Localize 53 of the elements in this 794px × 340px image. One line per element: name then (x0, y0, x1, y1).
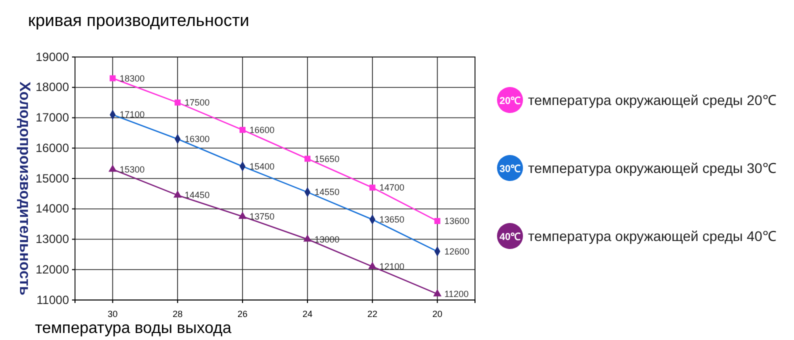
point (304, 156, 310, 162)
text: 30℃ (499, 164, 521, 175)
text: 40℃ (499, 232, 521, 243)
data-label: 11200 (444, 288, 469, 299)
point (240, 126, 246, 133)
x-tick-label: 30 (108, 308, 118, 319)
y-tick-label: 18000 (36, 80, 70, 94)
y-tick-label: 16000 (36, 140, 70, 155)
legend-label: температура окружающей среды 40℃ (528, 228, 776, 244)
data-label: 16600 (250, 124, 275, 135)
data-label: 18300 (120, 73, 145, 84)
text: 20℃ (499, 96, 521, 107)
data-label: 17500 (184, 98, 210, 108)
x-axis-title: температура воды выхода (35, 320, 232, 337)
data-label: 15300 (120, 164, 145, 174)
y-tick-label: 13000 (36, 232, 70, 246)
point (110, 75, 116, 82)
y-tick-label: 15000 (36, 171, 70, 186)
y-tick-label: 19000 (36, 50, 70, 64)
x-tick-label: 24 (302, 308, 312, 319)
point (368, 262, 377, 269)
point (434, 218, 440, 224)
x-tick-label: 22 (367, 308, 378, 319)
data-label: 16300 (184, 134, 210, 144)
data-label: 14700 (379, 182, 404, 193)
x-tick-label: 26 (238, 308, 248, 319)
legend-label: температура окружающей среды 20℃ (528, 92, 776, 108)
data-label: 15400 (250, 161, 275, 172)
data-label: 13600 (444, 216, 470, 226)
data-label: 13650 (379, 214, 404, 225)
y-tick-label: 12000 (36, 262, 70, 276)
x-tick-label: 20 (432, 308, 442, 319)
data-label: 14450 (184, 190, 210, 200)
point (369, 184, 376, 191)
data-label: 13750 (250, 211, 275, 222)
point (433, 289, 442, 296)
y-axis-title: Холодопроизводительность (16, 82, 33, 296)
data-label: 14550 (314, 187, 340, 198)
chart-title: кривая производительности (28, 11, 250, 30)
data-label: 15650 (314, 154, 340, 164)
x-tick-label: 28 (172, 308, 183, 319)
point (108, 164, 117, 172)
data-label: 12100 (379, 262, 404, 272)
y-tick-label: 11000 (36, 292, 70, 307)
data-label: 17100 (120, 110, 145, 120)
point (303, 234, 312, 242)
y-tick-label: 17000 (36, 110, 70, 125)
y-tick-label: 14000 (36, 202, 70, 216)
data-label: 12600 (444, 246, 470, 256)
point (173, 190, 182, 198)
point (238, 212, 247, 219)
legend-label: температура окружающей среды 30℃ (528, 160, 776, 176)
point (174, 100, 181, 106)
